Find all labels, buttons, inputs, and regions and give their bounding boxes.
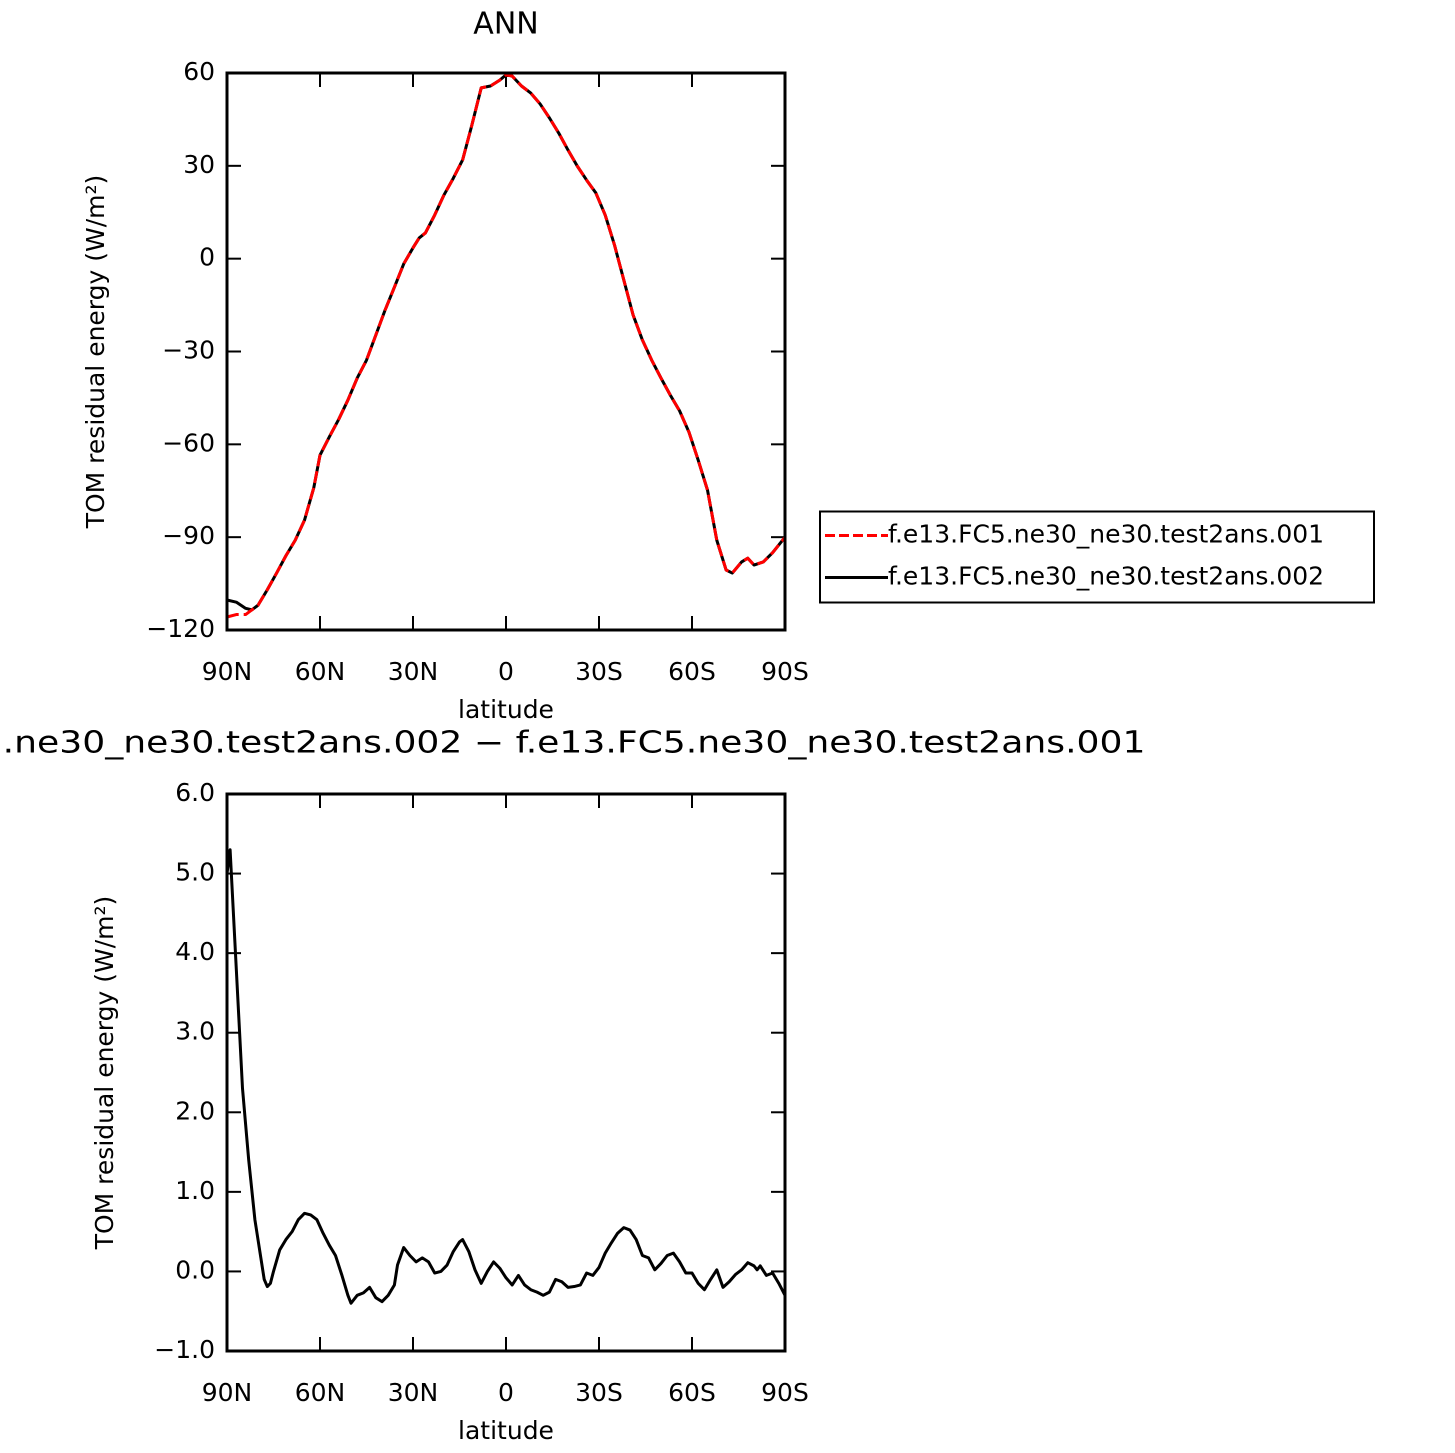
y-tick-label: 0.0 xyxy=(175,1255,215,1284)
data-line xyxy=(226,73,787,619)
x-tick-label: 60N xyxy=(295,657,346,686)
x-tick-label: 30N xyxy=(388,1378,439,1407)
x-tick-label: 90N xyxy=(202,1378,253,1407)
x-tick-label: 60N xyxy=(295,1378,346,1407)
y-tick-label: −30 xyxy=(162,336,215,365)
y-tick-label: 60 xyxy=(183,57,215,86)
y-tick-label: 3.0 xyxy=(175,1017,215,1046)
legend-box xyxy=(819,510,1375,604)
y-tick-label: 4.0 xyxy=(175,937,215,966)
x-tick-label: 90N xyxy=(202,657,253,686)
x-tick-label: 30N xyxy=(388,657,439,686)
y-tick-label: 0 xyxy=(199,243,215,272)
plot-frame xyxy=(225,71,787,632)
x-tick-label: 60S xyxy=(668,657,716,686)
data-line xyxy=(226,73,787,612)
x-tick-label: 0 xyxy=(498,657,514,686)
y-tick-label: 2.0 xyxy=(175,1096,215,1125)
chart-title: f.e13.FC5.ne30_ne30.test2ans.002 − f.e13… xyxy=(0,726,1146,761)
data-line xyxy=(225,848,787,1305)
y-tick-label: 1.0 xyxy=(175,1176,215,1205)
y-tick-label: −60 xyxy=(162,428,215,457)
y-axis-label: TOM residual energy (W/m²) xyxy=(81,175,110,530)
y-tick-label: −120 xyxy=(146,614,215,643)
plot-frame xyxy=(225,792,787,1353)
x-tick-label: 90S xyxy=(761,657,809,686)
y-tick-label: −1.0 xyxy=(154,1335,215,1364)
x-tick-label: 60S xyxy=(668,1378,716,1407)
x-tick-label: 30S xyxy=(575,1378,623,1407)
legend-label: f.e13.FC5.ne30_ne30.test2ans.002 xyxy=(888,562,1324,591)
y-axis-label: TOM residual energy (W/m²) xyxy=(90,896,119,1251)
x-axis-label: latitude xyxy=(458,1416,554,1445)
x-tick-label: 90S xyxy=(761,1378,809,1407)
y-tick-label: 6.0 xyxy=(175,778,215,807)
x-tick-label: 0 xyxy=(498,1378,514,1407)
x-tick-label: 30S xyxy=(575,657,623,686)
y-tick-label: 5.0 xyxy=(175,858,215,887)
chart-title: ANN xyxy=(473,7,538,42)
y-tick-label: −90 xyxy=(162,521,215,550)
x-axis-label: latitude xyxy=(458,695,554,724)
legend-label: f.e13.FC5.ne30_ne30.test2ans.001 xyxy=(888,520,1324,549)
y-tick-label: 30 xyxy=(183,150,215,179)
